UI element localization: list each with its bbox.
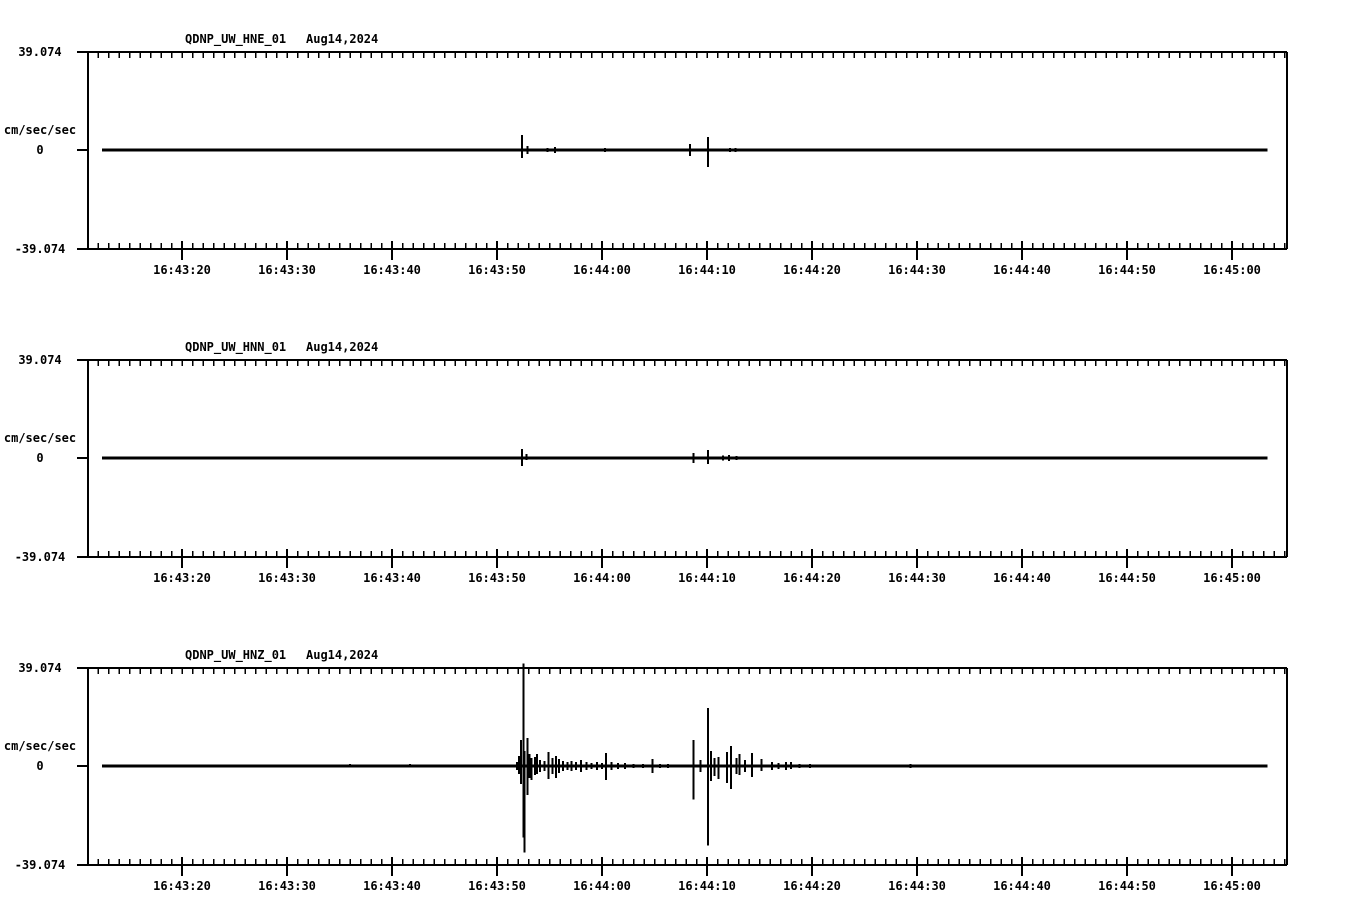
seismogram-plot-hnn <box>77 359 1288 568</box>
time-tick-label: 16:44:00 <box>573 571 631 585</box>
y-zero-label: 0 <box>36 759 44 773</box>
seismogram-panel-hnz: QDNP_UW_HNZ_01 Aug14,2024 39.074 cm/sec/… <box>0 638 1358 918</box>
station-channel-label: QDNP_UW_HNE_01 <box>185 32 287 46</box>
time-tick-label: 16:44:30 <box>888 571 946 585</box>
time-tick-label: 16:43:40 <box>363 879 421 893</box>
major-ticks <box>181 241 1233 260</box>
seismogram-plot-hnz <box>77 663 1288 876</box>
time-tick-label: 16:43:20 <box>153 263 211 277</box>
time-tick-label: 16:44:20 <box>783 879 841 893</box>
time-tick-label: 16:44:10 <box>678 879 736 893</box>
time-tick-label: 16:44:30 <box>888 879 946 893</box>
waveform <box>102 663 1268 853</box>
time-tick-label: 16:44:50 <box>1098 879 1156 893</box>
y-max-label: 39.074 <box>18 353 62 367</box>
major-ticks <box>181 857 1233 876</box>
time-tick-label: 16:44:00 <box>573 263 631 277</box>
date-label: Aug14,2024 <box>306 648 379 662</box>
seismogram-plot-hne <box>77 51 1288 260</box>
y-max-label: 39.074 <box>18 661 62 675</box>
y-min-label: -39.074 <box>14 858 66 872</box>
time-tick-label: 16:44:20 <box>783 571 841 585</box>
seismogram-panel-hne: QDNP_UW_HNE_01 Aug14,2024 39.074 cm/sec/… <box>0 22 1358 302</box>
time-tick-label: 16:43:50 <box>468 571 526 585</box>
time-tick-label: 16:44:20 <box>783 263 841 277</box>
time-tick-label: 16:43:50 <box>468 879 526 893</box>
y-axis-ticks <box>77 667 88 866</box>
time-tick-label: 16:44:10 <box>678 263 736 277</box>
y-axis-ticks <box>77 359 88 558</box>
major-ticks <box>181 549 1233 568</box>
time-tick-label: 16:44:50 <box>1098 263 1156 277</box>
date-label: Aug14,2024 <box>306 340 379 354</box>
y-zero-label: 0 <box>36 451 44 465</box>
y-axis-ticks <box>77 51 88 250</box>
time-tick-label: 16:43:40 <box>363 263 421 277</box>
seismogram-panel-hnn: QDNP_UW_HNN_01 Aug14,2024 39.074 cm/sec/… <box>0 330 1358 610</box>
y-max-label: 39.074 <box>18 45 62 59</box>
time-tick-label: 16:44:10 <box>678 571 736 585</box>
minor-ticks <box>97 52 1286 249</box>
station-channel-label: QDNP_UW_HNN_01 <box>185 340 287 354</box>
minor-ticks <box>97 668 1286 865</box>
time-tick-label: 16:45:00 <box>1203 263 1261 277</box>
waveform <box>102 448 1268 467</box>
time-tick-label: 16:44:00 <box>573 879 631 893</box>
time-tick-label: 16:43:50 <box>468 263 526 277</box>
y-unit-label: cm/sec/sec <box>3 431 77 445</box>
time-tick-label: 16:44:40 <box>993 879 1051 893</box>
time-tick-label: 16:44:50 <box>1098 571 1156 585</box>
time-tick-label: 16:44:40 <box>993 263 1051 277</box>
time-tick-label: 16:44:30 <box>888 263 946 277</box>
time-tick-label: 16:43:30 <box>258 879 316 893</box>
time-tick-label: 16:45:00 <box>1203 571 1261 585</box>
time-tick-label: 16:43:40 <box>363 571 421 585</box>
time-tick-label: 16:43:30 <box>258 263 316 277</box>
time-tick-label: 16:44:40 <box>993 571 1051 585</box>
date-label: Aug14,2024 <box>306 32 379 46</box>
time-tick-label: 16:43:20 <box>153 571 211 585</box>
time-tick-label: 16:43:30 <box>258 571 316 585</box>
y-min-label: -39.074 <box>14 550 66 564</box>
y-zero-label: 0 <box>36 143 44 157</box>
minor-ticks <box>97 360 1286 557</box>
y-min-label: -39.074 <box>14 242 66 256</box>
time-tick-label: 16:45:00 <box>1203 879 1261 893</box>
waveform <box>102 134 1268 168</box>
station-channel-label: QDNP_UW_HNZ_01 <box>185 648 287 662</box>
time-tick-label: 16:43:20 <box>153 879 211 893</box>
y-unit-label: cm/sec/sec <box>3 739 77 753</box>
y-unit-label: cm/sec/sec <box>3 123 77 137</box>
